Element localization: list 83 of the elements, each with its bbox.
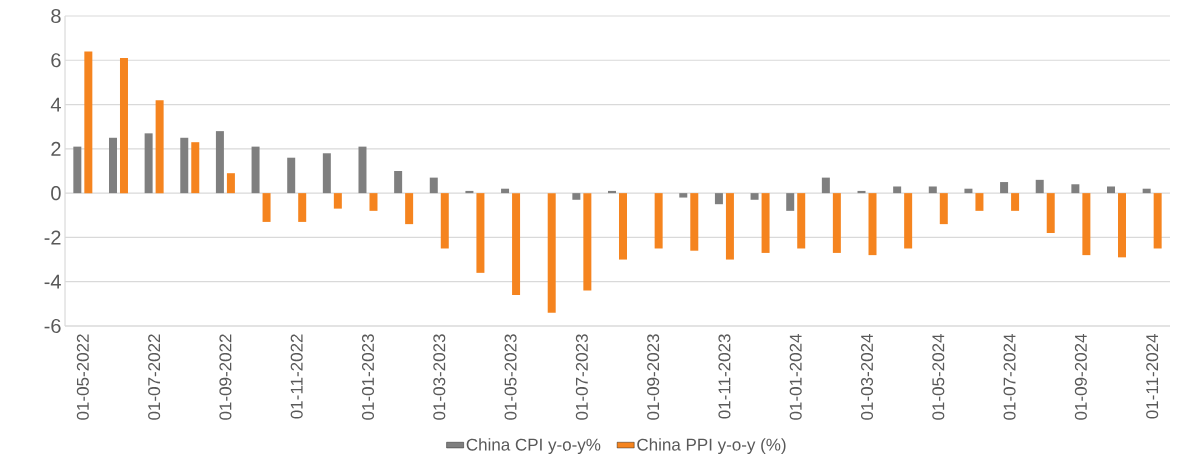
bar (108, 137, 117, 194)
bar (429, 177, 438, 194)
x-tick-label: 01-05-2022 (76, 334, 89, 420)
bar (868, 193, 877, 256)
bar (322, 153, 331, 194)
bar (476, 193, 485, 273)
y-tick-label: -2 (44, 230, 61, 245)
y-tick-label: 8 (51, 8, 61, 24)
x-tick-label: 01-05-2023 (504, 334, 517, 420)
legend-label: China CPI y-o-y% (466, 438, 601, 455)
bar (714, 193, 723, 205)
bar (679, 193, 688, 198)
x-tick-label: 01-01-2024 (789, 334, 802, 420)
x-tick-label: 01-03-2024 (860, 334, 874, 420)
y-tick-label: -6 (44, 318, 61, 334)
bar (287, 157, 296, 194)
x-tick-label: 01-09-2024 (1074, 334, 1087, 420)
bar (358, 146, 367, 194)
bar (215, 131, 224, 194)
bar (893, 186, 902, 194)
bar (928, 186, 937, 194)
x-tick-label: 01-05-2024 (932, 334, 945, 420)
bar (572, 193, 581, 200)
x-tick-label: 01-07-2024 (1003, 334, 1016, 420)
bar (619, 193, 627, 260)
bar (262, 193, 271, 222)
bar (583, 193, 592, 291)
bar (786, 193, 795, 211)
x-tick-label: 01-07-2023 (575, 334, 588, 420)
bar (832, 193, 841, 253)
bar (73, 146, 82, 194)
x-tick-label: 01-01-2023 (361, 334, 375, 420)
bar (226, 173, 235, 194)
x-tick-label: 01-03-2023 (433, 334, 446, 420)
bar (180, 137, 189, 194)
bar (761, 193, 770, 253)
y-tick-label: 2 (51, 141, 61, 156)
bar (725, 193, 734, 260)
bar (1153, 193, 1162, 249)
bar (369, 193, 378, 211)
y-tick-label: -4 (44, 274, 61, 289)
bar (904, 193, 913, 249)
bar (1046, 193, 1055, 233)
bar (1142, 188, 1151, 194)
x-tick-label: 01-09-2023 (647, 334, 660, 420)
bar (975, 193, 984, 211)
bar (298, 193, 307, 222)
x-tick-label: 01-11-2022 (290, 334, 303, 419)
bar (333, 193, 342, 209)
bar (512, 193, 521, 295)
bar (1082, 193, 1091, 256)
bar (251, 146, 260, 194)
bar (1118, 193, 1127, 258)
bar (690, 193, 699, 251)
bar (144, 133, 153, 194)
bar (191, 142, 200, 194)
bar (84, 51, 93, 194)
bar (1011, 193, 1020, 211)
bar (155, 100, 164, 194)
x-tick-label: 01-09-2022 (219, 334, 232, 420)
y-tick-label: 4 (50, 97, 61, 112)
y-tick-label: 0 (51, 186, 61, 201)
bar (939, 193, 948, 225)
bar (1000, 182, 1009, 194)
legend-label: China PPI y-o-y (%) (637, 438, 786, 455)
bar (1035, 179, 1044, 194)
bar (797, 193, 806, 249)
bar (750, 193, 759, 200)
bar (501, 188, 510, 194)
bar (394, 170, 403, 194)
bar (821, 177, 830, 194)
bar (405, 193, 414, 225)
x-tick-label: 01-07-2022 (148, 334, 161, 420)
x-tick-label: 01-11-2024 (1146, 334, 1159, 419)
x-tick-label: 01-11-2023 (718, 334, 731, 419)
bar (1107, 186, 1116, 194)
bar (1071, 184, 1080, 194)
y-tick-label: 6 (51, 53, 61, 68)
bar (119, 58, 128, 194)
bar (654, 193, 663, 249)
bar (964, 188, 973, 194)
bar (547, 193, 556, 313)
bar (440, 193, 449, 249)
